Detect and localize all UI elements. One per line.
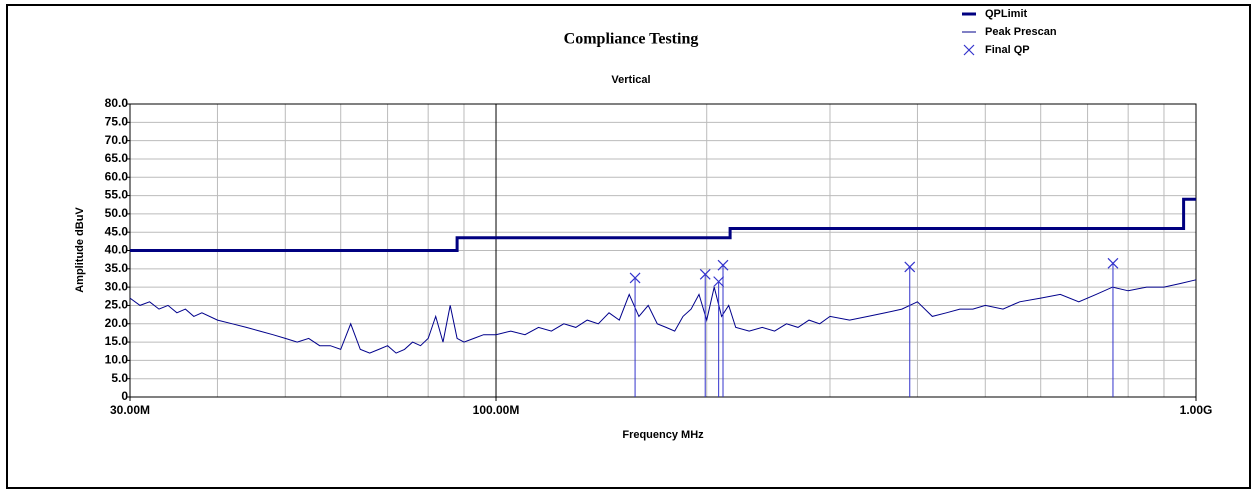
legend-label: Peak Prescan xyxy=(985,26,1057,38)
y-tick-label: 70.0 xyxy=(105,133,129,147)
qp-marker xyxy=(699,268,711,280)
y-tick-label: 40.0 xyxy=(105,243,129,257)
y-axis-label: Amplitude dBuV xyxy=(74,207,86,293)
x-axis-label: Frequency MHz xyxy=(622,429,704,441)
y-tick-label: 55.0 xyxy=(105,188,129,202)
x-tick-label: 1.00G xyxy=(1180,403,1213,417)
y-tick-label: 75.0 xyxy=(105,114,129,128)
qp-marker xyxy=(713,276,725,288)
x-tick-label: 30.00M xyxy=(110,403,150,417)
x-tick-label: 100.00M xyxy=(473,403,520,417)
chart-title: Compliance Testing xyxy=(564,31,699,48)
legend-label: Final QP xyxy=(985,44,1030,56)
y-tick-label: 35.0 xyxy=(105,261,129,275)
qp-marker xyxy=(904,261,916,273)
y-tick-label: 25.0 xyxy=(105,298,129,312)
y-tick-label: 10.0 xyxy=(105,353,129,367)
y-tick-label: 30.0 xyxy=(105,279,129,293)
frame xyxy=(6,4,1251,489)
y-tick-label: 5.0 xyxy=(111,371,128,385)
y-tick-label: 65.0 xyxy=(105,151,129,165)
chart-subtitle: Vertical xyxy=(611,74,650,86)
legend-label: QPLimit xyxy=(985,8,1028,20)
y-tick-label: 80.0 xyxy=(105,96,129,110)
y-tick-label: 0 xyxy=(121,389,128,403)
qp-marker xyxy=(629,272,641,284)
legend-symbol xyxy=(963,44,975,56)
series-line xyxy=(130,197,1196,252)
qp-marker xyxy=(717,259,729,271)
series-line xyxy=(129,279,1197,354)
y-tick-label: 60.0 xyxy=(105,169,129,183)
y-tick-label: 15.0 xyxy=(105,334,129,348)
y-tick-label: 45.0 xyxy=(105,224,129,238)
y-tick-label: 50.0 xyxy=(105,206,129,220)
qp-marker xyxy=(1107,257,1119,269)
y-tick-label: 20.0 xyxy=(105,316,129,330)
